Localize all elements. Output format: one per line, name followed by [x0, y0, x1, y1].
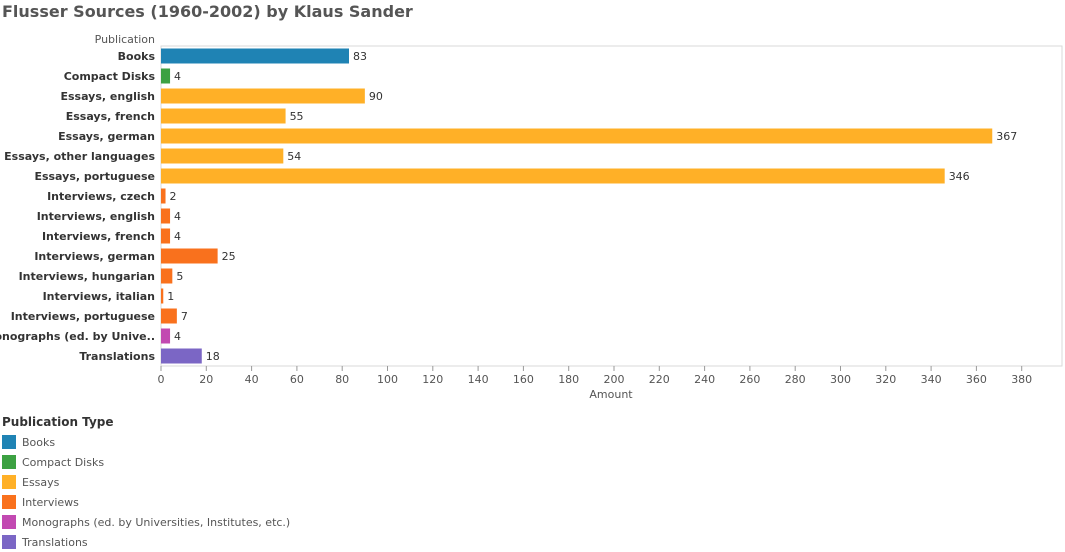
category-label: Interviews, french [42, 230, 155, 243]
legend-item[interactable]: Books [2, 432, 290, 452]
data-label: 18 [206, 350, 220, 363]
x-axis-title: Amount [589, 388, 633, 401]
legend-swatch [2, 435, 16, 449]
data-label: 54 [287, 150, 301, 163]
x-tick-label: 220 [649, 373, 670, 386]
legend-swatch [2, 475, 16, 489]
category-label: Essays, german [58, 130, 155, 143]
legend-item[interactable]: Translations [2, 532, 290, 552]
legend-swatch [2, 515, 16, 529]
x-tick-label: 80 [335, 373, 349, 386]
x-tick-label: 200 [604, 373, 625, 386]
x-tick-label: 240 [694, 373, 715, 386]
x-tick-label: 40 [245, 373, 259, 386]
category-label: Interviews, english [37, 210, 155, 223]
data-label: 5 [176, 270, 183, 283]
x-tick-label: 320 [875, 373, 896, 386]
category-label: Interviews, portuguese [11, 310, 155, 323]
x-tick-label: 140 [468, 373, 489, 386]
x-tick-label: 180 [558, 373, 579, 386]
data-label: 4 [174, 230, 181, 243]
data-label: 55 [290, 110, 304, 123]
category-label: Essays, english [60, 90, 155, 103]
y-axis-title: Publication [95, 33, 155, 46]
legend-label: Translations [22, 535, 88, 549]
bar [161, 348, 202, 364]
legend-item[interactable]: Essays [2, 472, 290, 492]
bar [161, 228, 171, 244]
bar [161, 128, 993, 144]
category-label: Interviews, hungarian [19, 270, 155, 283]
data-label: 25 [222, 250, 236, 263]
data-label: 2 [170, 190, 177, 203]
legend-item[interactable]: Compact Disks [2, 452, 290, 472]
category-label: Essays, other languages [4, 150, 155, 163]
category-label: Interviews, czech [47, 190, 155, 203]
data-label: 90 [369, 90, 383, 103]
category-label: Interviews, italian [43, 290, 155, 303]
bar [161, 268, 173, 284]
category-label: Monographs (ed. by Unive.. [0, 330, 155, 343]
x-tick-label: 100 [377, 373, 398, 386]
x-tick-label: 280 [785, 373, 806, 386]
x-tick-label: 20 [199, 373, 213, 386]
data-label: 7 [181, 310, 188, 323]
legend: Publication Type Books Compact Disks Essay… [2, 415, 290, 552]
legend-label: Books [22, 435, 56, 449]
x-tick-label: 260 [739, 373, 760, 386]
bar [161, 188, 166, 204]
category-label: Essays, portuguese [34, 170, 155, 183]
bar [161, 48, 349, 64]
bar [161, 328, 171, 344]
legend-item[interactable]: Monographs (ed. by Universities, Institu… [2, 512, 290, 532]
category-label: Interviews, german [34, 250, 155, 263]
bar [161, 248, 218, 264]
x-tick-label: 0 [158, 373, 165, 386]
bar [161, 208, 171, 224]
legend-swatch [2, 455, 16, 469]
bar [161, 108, 286, 124]
x-tick-label: 160 [513, 373, 534, 386]
x-tick-label: 120 [422, 373, 443, 386]
legend-title: Publication Type [2, 415, 114, 429]
legend-label: Essays [22, 475, 60, 489]
data-label: 346 [949, 170, 970, 183]
x-tick-label: 340 [921, 373, 942, 386]
data-label: 367 [996, 130, 1017, 143]
x-tick-label: 300 [830, 373, 851, 386]
category-label: Compact Disks [64, 70, 156, 83]
legend-label: Monographs (ed. by Universities, Institu… [22, 515, 291, 529]
data-label: 1 [167, 290, 174, 303]
data-label: 4 [174, 70, 181, 83]
bar-chart: Publication Books 83 Compact Disks 4 Essays, … [0, 33, 1063, 401]
legend-swatch [2, 535, 16, 549]
legend-label: Compact Disks [22, 455, 105, 469]
x-tick-label: 380 [1011, 373, 1032, 386]
x-tick-label: 360 [966, 373, 987, 386]
data-label: 4 [174, 330, 181, 343]
bar [161, 308, 177, 324]
chart-title: Flusser Sources (1960-2002) by Klaus San… [2, 2, 413, 21]
legend-label: Interviews [22, 495, 79, 509]
category-label: Essays, french [66, 110, 155, 123]
bar [161, 68, 171, 84]
bar [161, 88, 365, 104]
data-label: 83 [353, 50, 367, 63]
legend-swatch [2, 495, 16, 509]
data-label: 4 [174, 210, 181, 223]
category-label: Books [118, 50, 156, 63]
x-tick-label: 60 [290, 373, 304, 386]
legend-items: Books Compact Disks Essays Interviews Monogr… [2, 432, 290, 552]
category-label: Translations [79, 350, 155, 363]
plot-area [160, 45, 1063, 367]
bar [161, 288, 164, 304]
bar [161, 168, 945, 184]
legend-item[interactable]: Interviews [2, 492, 290, 512]
bar [161, 148, 284, 164]
